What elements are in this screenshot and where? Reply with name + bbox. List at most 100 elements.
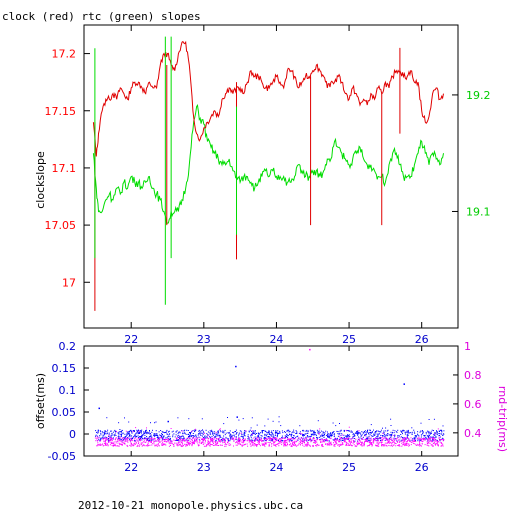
point-offset: [124, 437, 126, 439]
point-rnd-trip: [333, 442, 334, 444]
point-offset: [114, 430, 116, 432]
point-rnd-trip: [417, 437, 419, 439]
point-rnd-trip: [186, 442, 188, 444]
point-rnd-trip: [284, 441, 286, 443]
point-rnd-trip: [433, 441, 435, 443]
point-offset: [346, 435, 348, 437]
point-offset: [232, 434, 234, 436]
point-offset: [161, 434, 163, 436]
point-offset: [169, 438, 171, 440]
point-rnd-trip: [120, 444, 122, 445]
point-offset: [146, 432, 148, 434]
point-rnd-trip: [364, 435, 366, 437]
point-offset: [417, 433, 418, 435]
point-rnd-trip: [227, 439, 228, 441]
point-offset: [272, 420, 274, 422]
point-offset: [161, 435, 163, 437]
point-rnd-trip: [253, 439, 255, 441]
point-offset: [354, 438, 356, 439]
point-rnd-trip: [130, 439, 132, 441]
point-offset: [339, 439, 341, 441]
point-offset: [339, 432, 341, 434]
point-offset: [426, 437, 428, 439]
point-offset: [272, 440, 273, 442]
point-rnd-trip: [158, 440, 160, 442]
point-rnd-trip: [345, 438, 347, 440]
point-offset: [371, 431, 373, 433]
point-rnd-trip: [436, 441, 438, 443]
point-rnd-trip: [358, 430, 360, 432]
point-rnd-trip: [348, 437, 350, 439]
point-offset: [347, 435, 349, 437]
point-rnd-trip: [127, 441, 129, 443]
point-rnd-trip: [418, 437, 420, 439]
point-rnd-trip: [225, 443, 227, 445]
point-offset: [421, 430, 423, 431]
point-offset: [347, 434, 349, 436]
point-rnd-trip: [312, 438, 314, 440]
point-offset: [102, 432, 104, 434]
point-rnd-trip: [413, 440, 415, 442]
point-offset: [129, 437, 131, 439]
point-offset: [313, 434, 315, 436]
point-offset: [248, 430, 250, 432]
point-rnd-trip: [103, 444, 105, 446]
point-offset: [290, 435, 292, 437]
point-offset: [175, 434, 177, 436]
point-offset: [412, 438, 414, 440]
point-rnd-trip: [387, 442, 389, 444]
point-rnd-trip: [210, 439, 211, 441]
point-rnd-trip: [237, 439, 239, 441]
point-rnd-trip: [307, 444, 309, 446]
point-rnd-trip: [423, 438, 425, 440]
point-offset: [139, 439, 141, 441]
point-offset: [175, 431, 177, 433]
point-offset: [169, 439, 171, 441]
point-rnd-trip: [274, 440, 276, 442]
point-offset: [435, 436, 437, 438]
point-rnd-trip: [181, 439, 183, 441]
point-offset: [98, 438, 100, 440]
point-offset: [179, 431, 181, 433]
point-offset: [127, 437, 128, 439]
point-rnd-trip: [154, 440, 156, 442]
point-rnd-trip: [203, 439, 205, 441]
point-offset: [123, 438, 125, 440]
point-offset: [267, 431, 269, 433]
point-offset: [303, 435, 305, 436]
point-offset: [129, 439, 130, 441]
point-offset: [113, 434, 115, 436]
point-rnd-trip: [168, 442, 170, 444]
bottom-y-left-tick-label: -0.05: [48, 450, 76, 463]
point-rnd-trip: [183, 440, 185, 441]
point-rnd-trip: [342, 443, 344, 445]
point-rnd-trip: [147, 439, 149, 441]
point-offset: [251, 430, 252, 432]
point-rnd-trip: [301, 443, 303, 445]
point-offset: [312, 430, 314, 432]
point-offset: [327, 436, 328, 438]
point-rnd-trip: [432, 443, 434, 444]
point-rnd-trip: [307, 444, 309, 446]
point-offset: [303, 437, 305, 439]
point-rnd-trip: [334, 440, 336, 441]
point-rnd-trip: [253, 437, 255, 439]
point-offset: [225, 436, 227, 438]
point-offset: [287, 437, 289, 439]
point-rnd-trip: [224, 444, 226, 445]
point-offset: [255, 438, 257, 440]
point-rnd-trip: [198, 445, 200, 447]
point-rnd-trip: [328, 443, 330, 445]
point-offset: [287, 429, 289, 431]
point-rnd-trip: [368, 441, 370, 443]
point-offset: [273, 437, 275, 439]
point-rnd-trip: [361, 437, 363, 439]
point-rnd-trip: [315, 445, 317, 447]
point-offset: [311, 434, 313, 435]
point-offset: [129, 434, 131, 436]
bottom-x-tick-label: 24: [269, 461, 283, 474]
point-rnd-trip: [296, 445, 298, 447]
point-rnd-trip: [346, 438, 348, 440]
point-offset: [317, 437, 319, 439]
point-rnd-trip: [117, 445, 119, 447]
